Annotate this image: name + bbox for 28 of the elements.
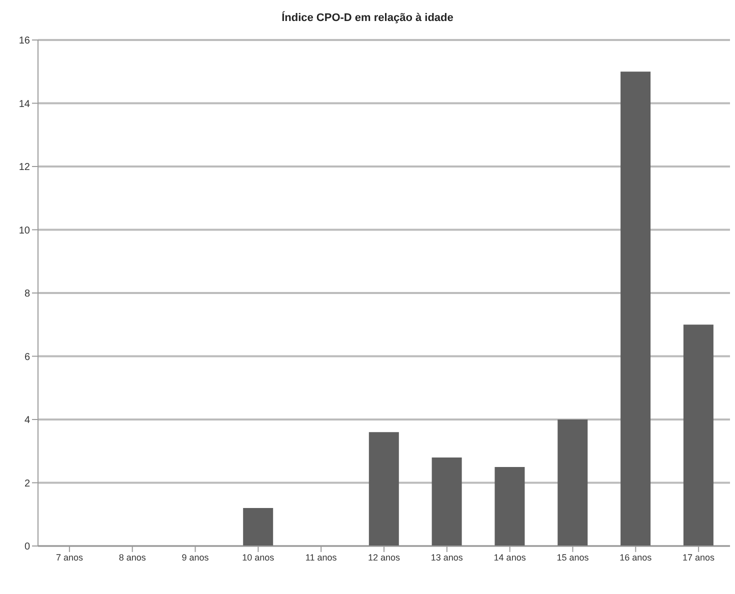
y-tick-label: 8 [24, 288, 30, 300]
bar [683, 324, 714, 546]
bar [243, 508, 274, 546]
x-tick-label: 11 anos [305, 552, 338, 562]
y-tick-label: 0 [24, 542, 30, 553]
y-tick-label: 4 [24, 415, 30, 426]
bar [432, 457, 462, 546]
x-tick-label: 10 anos [242, 552, 275, 562]
x-tick-label: 9 anos [182, 552, 210, 562]
x-tick-label: 13 anos [430, 552, 464, 562]
y-tick-label: 14 [18, 98, 30, 110]
chart-title: Índice CPO-D em relação à idade [280, 12, 454, 24]
bar [620, 72, 651, 546]
y-tick-label: 6 [24, 352, 30, 363]
bar [368, 432, 399, 546]
bar [494, 466, 525, 546]
y-tick-label: 16 [18, 36, 30, 47]
x-tick-label: 17 anos [682, 552, 716, 562]
x-tick-label: 12 anos [368, 552, 401, 562]
x-tick-label: 7 anos [56, 552, 84, 562]
x-tick-label: 16 anos [620, 552, 652, 562]
x-tick-label: 8 anos [118, 552, 146, 562]
y-tick-label: 2 [24, 478, 30, 490]
y-tick-label: 12 [18, 162, 30, 174]
y-tick-label: 10 [18, 225, 30, 236]
x-tick-label: 14 anos [494, 552, 526, 562]
bar [558, 420, 588, 546]
x-tick-label: 15 anos [556, 552, 590, 562]
